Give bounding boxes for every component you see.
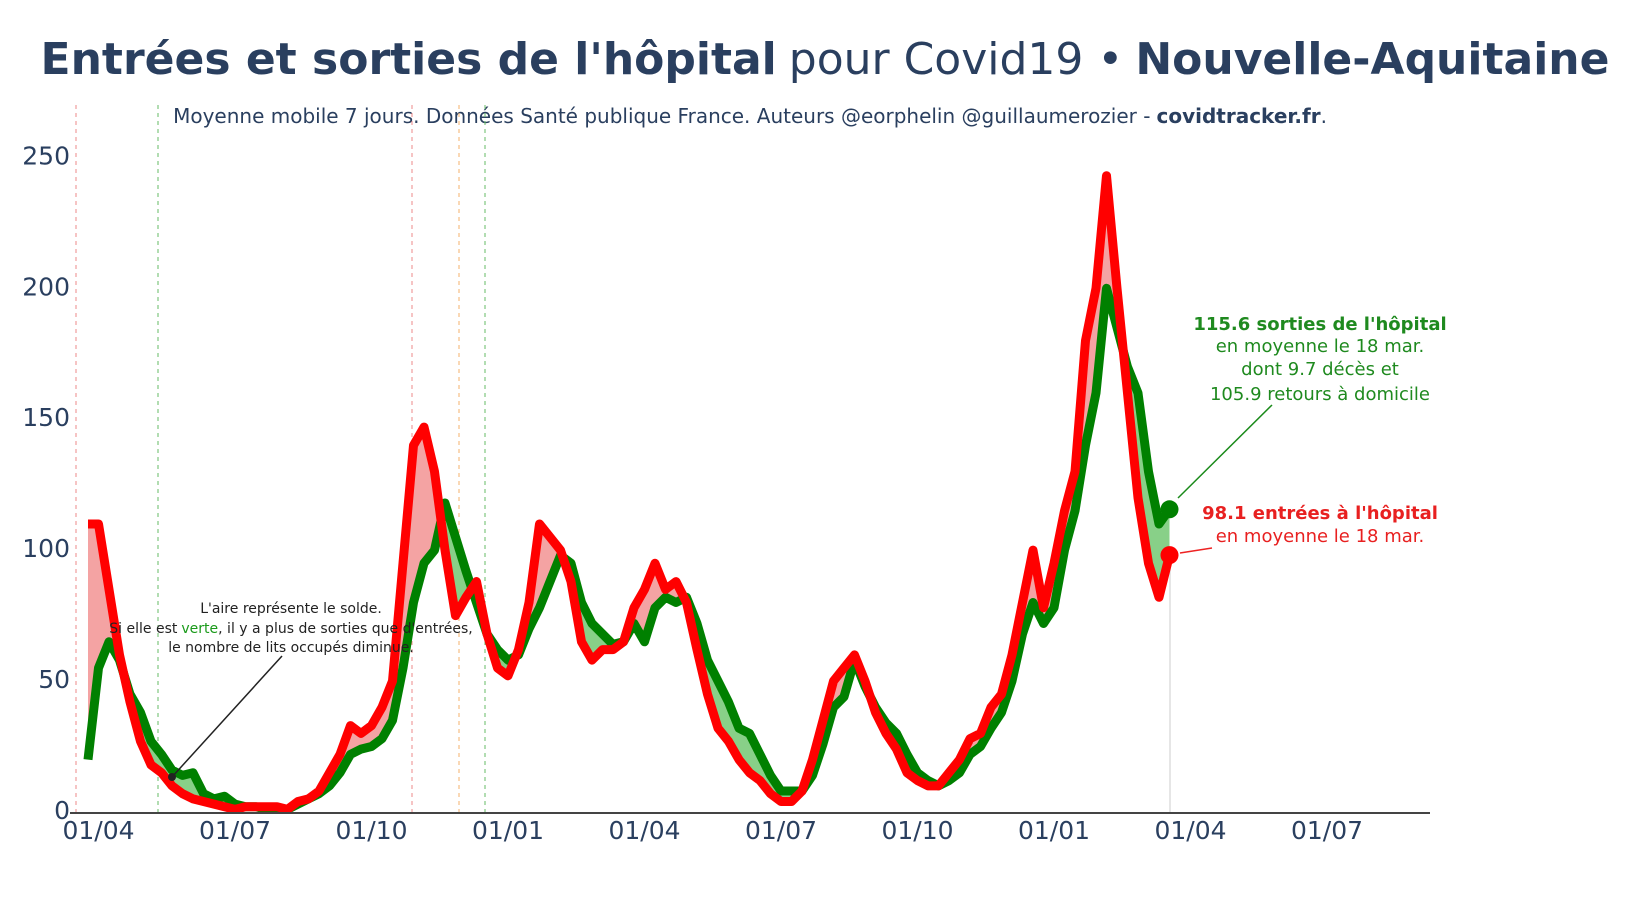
note-highlight: verte <box>181 621 218 637</box>
note-text: , il y a plus de sorties que d'entrées, <box>218 621 473 637</box>
subtitle-site: covidtracker.fr <box>1156 104 1320 128</box>
annotation-text: 115.6 sorties de l'hôpital <box>1193 314 1446 335</box>
subtitle-text: Moyenne mobile 7 jours. Données Santé pu… <box>173 104 1150 128</box>
x-tick-label: 01/01 <box>472 816 544 845</box>
balance-areas <box>88 175 1170 810</box>
annotation-text: dont 9.7 décès et <box>1241 359 1399 380</box>
balance-area <box>413 427 424 603</box>
annotation-dot <box>168 773 176 781</box>
annotation-text: 105.9 retours à domicile <box>1210 384 1430 405</box>
x-tick-label: 01/10 <box>335 816 407 845</box>
x-tick-label: 01/04 <box>62 816 134 845</box>
series-line <box>88 171 1174 814</box>
title-main: Entrées et sorties de l'hôpital <box>41 34 777 85</box>
annotation-arrow <box>1177 404 1273 499</box>
exits-annotation: 115.6 sorties de l'hôpital en moyenne le… <box>1193 314 1446 405</box>
y-tick-label: 150 <box>22 403 70 432</box>
x-tick-label: 01/10 <box>881 816 953 845</box>
title-region: Nouvelle-Aquitaine <box>1135 34 1609 85</box>
subtitle-end: . <box>1321 104 1327 128</box>
annotation-text: en moyenne le 18 mar. <box>1216 526 1425 547</box>
x-tick-label: 01/07 <box>1291 816 1363 845</box>
y-tick-label: 50 <box>38 665 70 694</box>
entries-annotation: 98.1 entrées à l'hôpital en moyenne le 1… <box>1202 503 1438 547</box>
x-tick-label: 01/07 <box>199 816 271 845</box>
x-tick-label: 01/04 <box>1154 816 1226 845</box>
end-point <box>1160 546 1179 565</box>
annotation-arrow <box>171 655 283 778</box>
x-tick-label: 01/07 <box>745 816 817 845</box>
annotation-arrow <box>1179 547 1213 554</box>
subtitle: Moyenne mobile 7 jours. Données Santé pu… <box>173 104 1327 128</box>
end-point <box>1160 500 1179 519</box>
y-tick-label: 250 <box>22 141 70 170</box>
y-tick-label: 100 <box>22 534 70 563</box>
y-tick-label: 0 <box>54 796 70 825</box>
x-tick-label: 01/04 <box>608 816 680 845</box>
note-text: L'aire représente le solde. <box>200 601 382 617</box>
y-tick-label: 200 <box>22 272 70 301</box>
annotation-text: 98.1 entrées à l'hôpital <box>1202 503 1438 524</box>
note: L'aire représente le solde. Si elle est v… <box>109 601 472 656</box>
x-tick-label: 01/01 <box>1018 816 1090 845</box>
chart-title: Entrées et sorties de l'hôpital pour Covi… <box>41 34 1610 85</box>
note-text: Si elle est <box>109 621 178 637</box>
title-middle: pour Covid19 • <box>789 34 1124 85</box>
series-lines <box>83 171 1179 814</box>
series-line <box>83 283 1174 814</box>
note-text: Si elle est verte, il y a plus de sorties… <box>109 621 472 637</box>
annotation-text: en moyenne le 18 mar. <box>1216 336 1425 357</box>
note-text: le nombre de lits occupés diminue. <box>168 640 414 656</box>
